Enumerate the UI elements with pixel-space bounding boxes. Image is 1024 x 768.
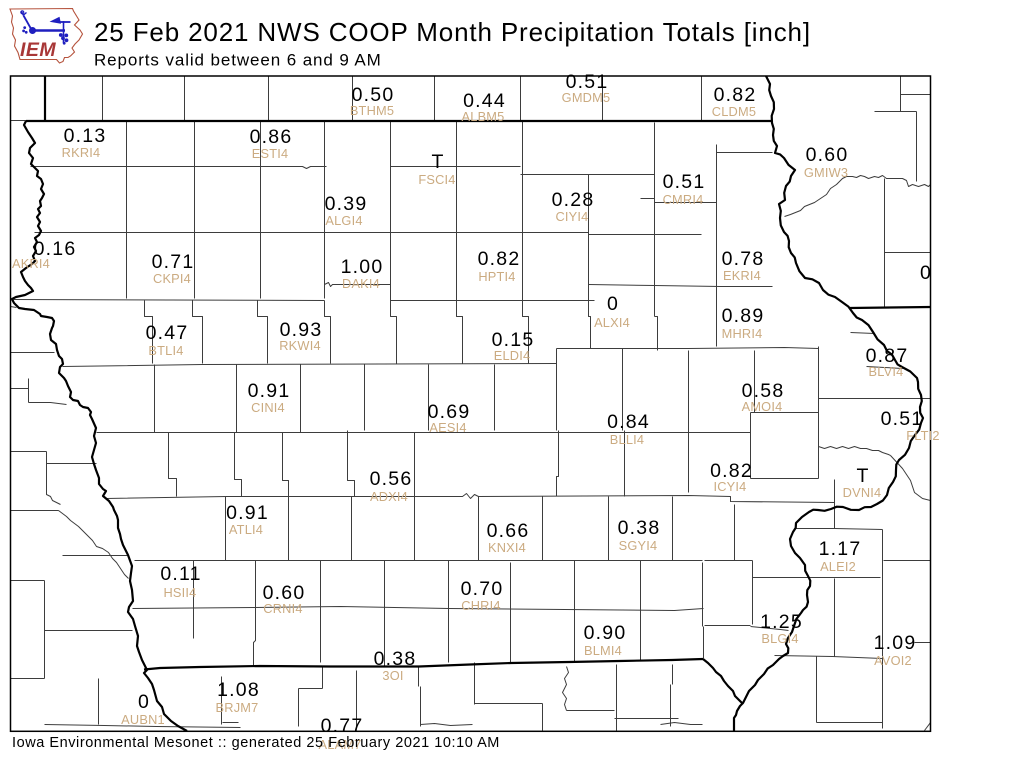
svg-text:1.25: 1.25: [760, 611, 803, 633]
svg-text:ALBM5: ALBM5: [462, 109, 505, 124]
svg-text:0.70: 0.70: [461, 578, 504, 600]
svg-text:T: T: [856, 465, 869, 487]
svg-text:0.78: 0.78: [722, 248, 765, 270]
svg-text:BLMI4: BLMI4: [584, 643, 622, 658]
svg-text:ALEI2: ALEI2: [820, 559, 856, 574]
svg-text:DVNI4: DVNI4: [843, 485, 882, 500]
svg-text:AUBN1: AUBN1: [121, 712, 165, 727]
svg-text:AMOI4: AMOI4: [742, 399, 783, 414]
svg-text:ADXI4: ADXI4: [370, 489, 408, 504]
svg-text:BLLI4: BLLI4: [610, 432, 644, 447]
svg-text:BTHM5: BTHM5: [350, 103, 394, 118]
svg-text:0: 0: [138, 691, 150, 713]
svg-text:ICYI4: ICYI4: [713, 479, 746, 494]
svg-text:CKPI4: CKPI4: [153, 271, 191, 286]
svg-text:CHRI4: CHRI4: [461, 598, 500, 613]
svg-text:0.13: 0.13: [64, 125, 107, 147]
svg-text:0.84: 0.84: [607, 411, 650, 433]
svg-text:0.50: 0.50: [352, 84, 395, 106]
svg-text:GMIW3: GMIW3: [804, 165, 848, 180]
svg-text:0.15: 0.15: [492, 329, 535, 351]
svg-text:AKRI4: AKRI4: [12, 256, 50, 271]
svg-text:0.90: 0.90: [584, 622, 627, 644]
svg-text:0.66: 0.66: [487, 520, 530, 542]
svg-text:CIYI4: CIYI4: [555, 209, 588, 224]
svg-text:0.91: 0.91: [226, 502, 269, 524]
svg-text:IEM: IEM: [20, 39, 56, 61]
svg-text:CINI4: CINI4: [251, 400, 285, 415]
svg-text:HSII4: HSII4: [163, 585, 196, 600]
svg-text:Reports valid between 6 and 9: Reports valid between 6 and 9 AM: [94, 51, 382, 70]
svg-text:BLGI4: BLGI4: [761, 631, 798, 646]
svg-text:0.77: 0.77: [321, 715, 364, 737]
svg-text:ALAM7: ALAM7: [319, 737, 362, 752]
svg-text:ATLI4: ATLI4: [229, 522, 263, 537]
svg-text:0.47: 0.47: [146, 322, 189, 344]
svg-text:0.28: 0.28: [552, 189, 595, 211]
svg-text:ALXI4: ALXI4: [594, 315, 630, 330]
svg-text:AVOI2: AVOI2: [874, 653, 912, 668]
svg-text:Iowa Environmental Mesonet ::: Iowa Environmental Mesonet :: generated …: [12, 735, 500, 751]
svg-text:FLTI2: FLTI2: [906, 428, 939, 443]
svg-text:0.93: 0.93: [280, 319, 323, 341]
svg-text:0.38: 0.38: [374, 648, 417, 670]
svg-text:BLVI4: BLVI4: [869, 364, 904, 379]
svg-text:GMDM5: GMDM5: [562, 90, 611, 105]
svg-text:0.82: 0.82: [478, 248, 521, 270]
svg-text:BRJM7: BRJM7: [216, 700, 259, 715]
svg-text:0: 0: [607, 293, 619, 315]
svg-text:0.60: 0.60: [263, 582, 306, 604]
svg-text:FSCI4: FSCI4: [418, 172, 455, 187]
svg-text:BTLI4: BTLI4: [148, 343, 183, 358]
svg-text:0.89: 0.89: [722, 305, 765, 327]
svg-text:0.44: 0.44: [463, 90, 506, 112]
svg-text:0.82: 0.82: [710, 460, 753, 482]
svg-text:0.86: 0.86: [250, 126, 293, 148]
svg-text:0: 0: [920, 262, 932, 284]
svg-text:CMRI4: CMRI4: [663, 192, 704, 207]
svg-text:0.51: 0.51: [663, 171, 706, 193]
svg-text:25 Feb 2021 NWS COOP Month Pre: 25 Feb 2021 NWS COOP Month Precipitation…: [94, 17, 811, 47]
svg-text:HPTI4: HPTI4: [478, 269, 515, 284]
svg-text:CLDM5: CLDM5: [712, 104, 756, 119]
svg-text:0.16: 0.16: [34, 238, 77, 260]
svg-text:CRNI4: CRNI4: [263, 601, 302, 616]
svg-text:0.39: 0.39: [325, 193, 368, 215]
svg-text:0.91: 0.91: [248, 380, 291, 402]
svg-text:3OI: 3OI: [382, 668, 403, 683]
svg-text:KNXI4: KNXI4: [488, 540, 526, 555]
svg-text:AESI4: AESI4: [429, 420, 466, 435]
svg-text:0.60: 0.60: [806, 144, 849, 166]
svg-text:1.08: 1.08: [217, 679, 260, 701]
svg-text:T: T: [431, 151, 444, 173]
svg-text:0.58: 0.58: [742, 380, 785, 402]
svg-text:MHRI4: MHRI4: [722, 326, 763, 341]
svg-text:0.38: 0.38: [618, 517, 661, 539]
svg-text:EKRI4: EKRI4: [723, 268, 761, 283]
svg-text:0.56: 0.56: [370, 468, 413, 490]
svg-text:0.82: 0.82: [714, 84, 757, 106]
svg-text:1.17: 1.17: [819, 538, 862, 560]
svg-text:0.51: 0.51: [881, 408, 924, 430]
svg-text:SGYI4: SGYI4: [619, 538, 658, 553]
svg-text:ELDI4: ELDI4: [494, 348, 531, 363]
svg-text:1.00: 1.00: [341, 256, 384, 278]
svg-text:1.09: 1.09: [874, 632, 917, 654]
svg-text:0.69: 0.69: [428, 401, 471, 423]
svg-text:0.51: 0.51: [566, 71, 609, 93]
svg-text:ESTI4: ESTI4: [252, 146, 289, 161]
svg-text:ALGI4: ALGI4: [325, 213, 362, 228]
svg-text:0.71: 0.71: [152, 251, 195, 273]
svg-text:DAKI4: DAKI4: [342, 276, 380, 291]
svg-text:RKRI4: RKRI4: [62, 145, 101, 160]
svg-text:RKWI4: RKWI4: [279, 338, 321, 353]
svg-text:0.87: 0.87: [866, 345, 909, 367]
svg-text:0.11: 0.11: [160, 563, 201, 585]
